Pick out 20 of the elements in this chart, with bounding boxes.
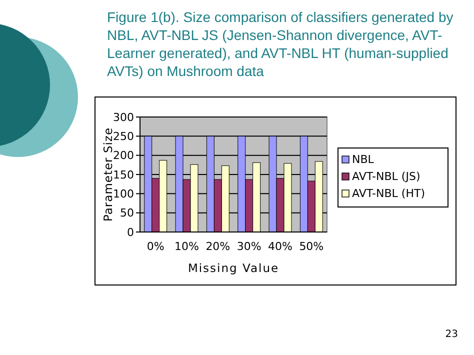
y-tick-label: 100 — [113, 188, 134, 201]
y-tick-label: 200 — [113, 149, 134, 162]
y-tick-label: 300 — [113, 110, 134, 124]
legend-label: NBL — [352, 153, 375, 166]
x-tick-label: 30% — [236, 240, 262, 253]
y-axis-title: Parameter Size — [101, 127, 115, 222]
chart-title: Figure 1(b). Size comparison of classifiers generated by NBL, AVT-NBL JS (Jensen-Shannon divergence, AVT-Learner generated), and AVT-NBL HT (human-supplied AVTs) on Mushroom data — [107, 9, 454, 79]
x-tick-label: 20% — [206, 240, 230, 253]
text: 23 — [445, 329, 458, 340]
legend-label: AVT-NBL (JS) — [352, 170, 420, 183]
y-tick-label: 50 — [120, 206, 134, 220]
legend-label: AVT-NBL (HT) — [352, 187, 425, 200]
x-tick-label: 10% — [174, 240, 199, 253]
x-tick-label: 50% — [299, 240, 324, 253]
y-tick-label: 150 — [113, 168, 134, 182]
x-tick-label: 0% — [146, 240, 164, 253]
x-axis-title: Missing Value — [188, 261, 280, 275]
y-tick-label: 0 — [127, 226, 134, 239]
x-tick-label: 40% — [268, 240, 292, 253]
y-tick-label: 250 — [113, 130, 134, 144]
